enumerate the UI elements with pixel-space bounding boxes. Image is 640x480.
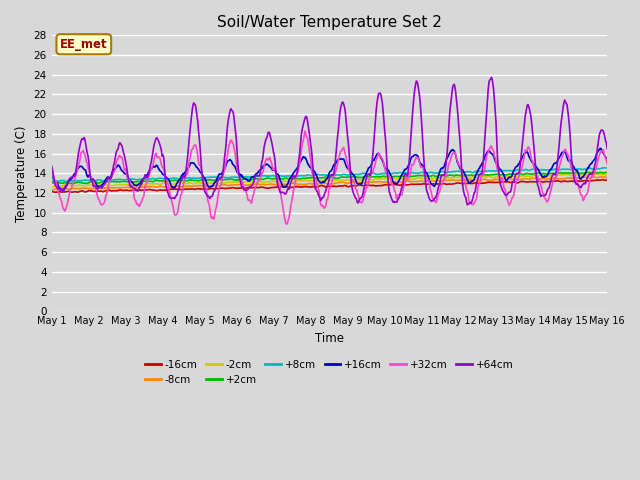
Text: EE_met: EE_met — [60, 38, 108, 51]
Legend: -16cm, -8cm, -2cm, +2cm, +8cm, +16cm, +32cm, +64cm: -16cm, -8cm, -2cm, +2cm, +8cm, +16cm, +3… — [141, 355, 518, 389]
X-axis label: Time: Time — [315, 332, 344, 345]
Title: Soil/Water Temperature Set 2: Soil/Water Temperature Set 2 — [217, 15, 442, 30]
Y-axis label: Temperature (C): Temperature (C) — [15, 125, 28, 222]
